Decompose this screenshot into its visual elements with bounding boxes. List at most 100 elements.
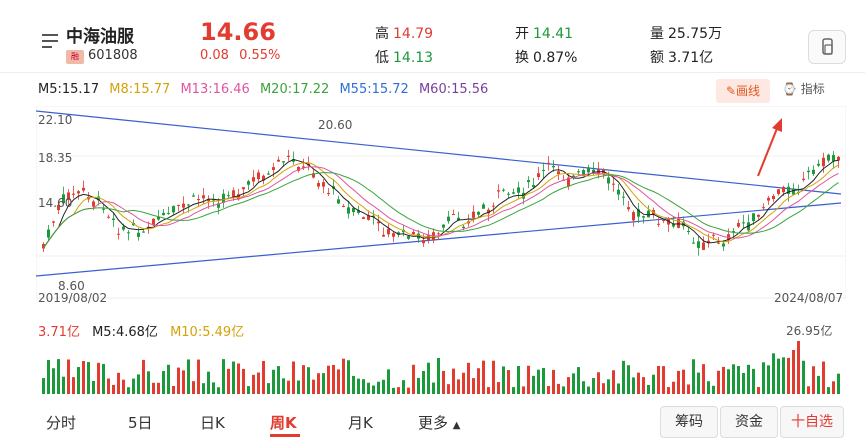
tab-weekly[interactable]: 周K [270, 414, 297, 432]
candle-body [242, 187, 245, 190]
turnover-value: 0.87% [533, 50, 578, 66]
volume-bar [427, 362, 430, 394]
volume-bar [537, 369, 540, 394]
volume-bar [47, 359, 50, 394]
volume-bar [232, 361, 235, 394]
volume-bar [712, 385, 715, 394]
candle-body [397, 232, 400, 235]
volume-bar [812, 366, 815, 394]
high-annotation: 20.60 [318, 118, 353, 132]
tab-more[interactable]: 更多 ▲ [418, 412, 461, 433]
indicator-label: 指标 [800, 82, 825, 96]
volume-bar [192, 381, 195, 394]
candle-body [227, 195, 230, 197]
candle-body [372, 215, 375, 217]
candle-body [692, 242, 695, 244]
ma5-label: M5:15.17 [38, 82, 100, 97]
volume-bar [397, 387, 400, 394]
candle-body [647, 210, 650, 218]
stat-high: 高 14.79 [375, 23, 433, 43]
candle-body [477, 211, 480, 215]
candle-body [267, 173, 270, 175]
volume-bar [662, 366, 665, 394]
menu-icon[interactable] [40, 31, 60, 51]
tab-5day[interactable]: 5日 [128, 414, 153, 432]
phone-rotate-icon [822, 38, 833, 55]
volume-bar [702, 364, 705, 394]
tab-daily[interactable]: 日K [200, 414, 225, 432]
volume-bar [837, 373, 840, 394]
amount-label: 额 [650, 50, 664, 66]
volume-bar [652, 374, 655, 394]
volume-bar [77, 367, 80, 394]
volume-bar [532, 375, 535, 394]
landscape-button[interactable] [808, 30, 846, 64]
candle-body [77, 191, 80, 194]
candle-body [527, 180, 530, 183]
candle-body [317, 183, 320, 187]
volume-bar [447, 384, 450, 394]
candle-body [352, 207, 355, 213]
candle-body [787, 186, 790, 194]
candle-body [482, 204, 485, 209]
volume-bar [337, 369, 340, 394]
volume-bar [527, 365, 530, 394]
candle-body [382, 234, 385, 237]
draw-line-button[interactable]: ✎画线 [716, 79, 770, 103]
volume-bar [112, 384, 115, 394]
volume-bar [572, 373, 575, 394]
volume-bar [377, 381, 380, 394]
candle-body [157, 216, 160, 220]
indicator-button[interactable]: ⌚ 指标 [782, 82, 825, 96]
candle-body [632, 212, 635, 221]
volume-bar [172, 385, 175, 394]
tab-monthly[interactable]: 月K [348, 414, 373, 432]
volume-bar [302, 365, 305, 394]
ma13-label: M13:16.46 [180, 82, 250, 97]
candle-body [717, 242, 720, 244]
chips-button[interactable]: 筹码 [660, 406, 718, 438]
candle-body [732, 231, 735, 233]
volume-bar [772, 353, 775, 394]
open-value: 14.41 [533, 26, 574, 42]
volume-bar [647, 384, 650, 394]
volume-bar [207, 371, 210, 394]
funds-button[interactable]: 资金 [720, 406, 778, 438]
volume-bar [722, 366, 725, 394]
volume-bar [287, 380, 290, 394]
candle-body [192, 195, 195, 197]
stock-name: 中海油服 [66, 27, 134, 47]
candle-body [177, 204, 180, 206]
candle-body [167, 213, 170, 215]
add-watchlist-button[interactable]: 十自选 [780, 406, 844, 438]
volume-bar [687, 384, 690, 394]
tab-intraday[interactable]: 分时 [46, 414, 77, 432]
volume-bar [827, 387, 830, 394]
volume-bar [522, 386, 525, 394]
candle-body [612, 183, 615, 185]
candle-body [542, 169, 545, 171]
kline-chart[interactable] [36, 106, 846, 306]
candle-body [107, 216, 110, 218]
volume-bar [147, 371, 150, 394]
volume-bar [677, 370, 680, 394]
candle-body [282, 161, 285, 163]
volume-bar [807, 386, 810, 394]
candle-body [627, 207, 630, 210]
volume-bar [692, 359, 695, 394]
upper-trendline [36, 110, 842, 195]
stock-price: 14.66 [200, 18, 276, 46]
volume-chart [42, 340, 840, 394]
candle-body [832, 155, 835, 162]
candle-body [822, 157, 825, 167]
candle-body [587, 167, 590, 173]
volume-bar [562, 386, 565, 394]
candle-body [422, 240, 425, 244]
volume-bar [382, 379, 385, 394]
candle-body [637, 209, 640, 217]
candle-body [212, 199, 215, 201]
volume-bar [132, 378, 135, 394]
candle-body [112, 218, 115, 221]
candle-body [102, 208, 105, 210]
volume-bar [332, 364, 335, 394]
